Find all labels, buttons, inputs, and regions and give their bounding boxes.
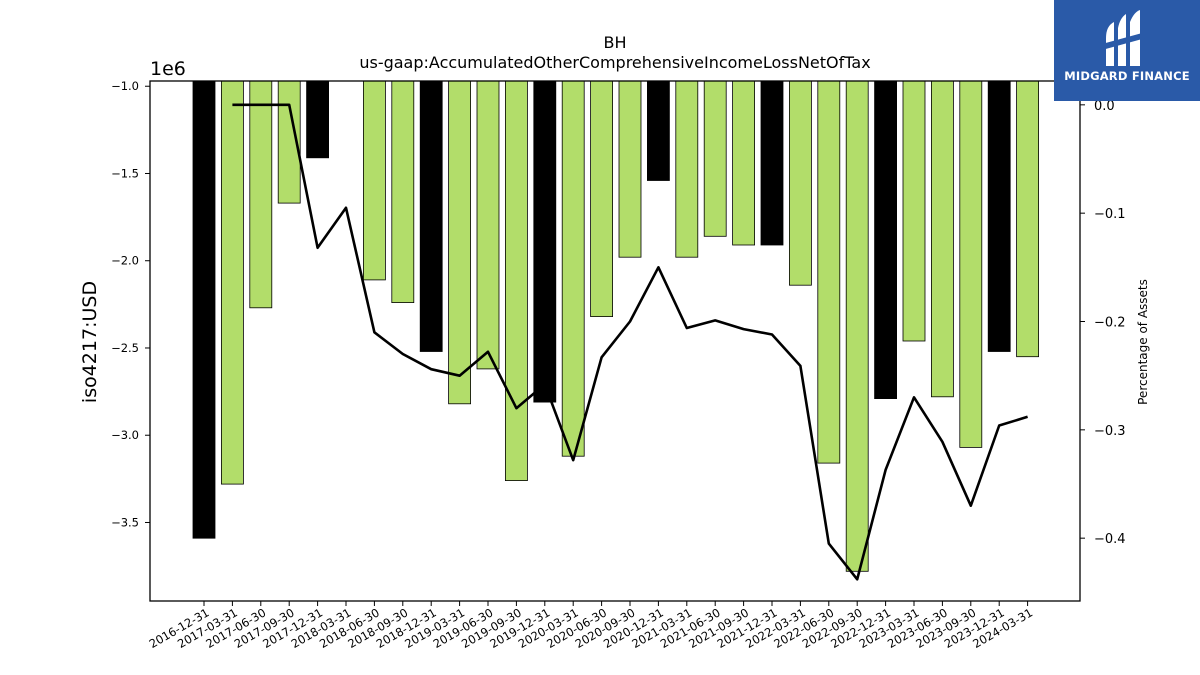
logo-text: MIDGARD FINANCE: [1064, 69, 1190, 83]
y-tick-label: −1.5: [111, 166, 139, 180]
bar-2019-03-31: [448, 80, 472, 405]
bar-2024-03-31: [1016, 80, 1039, 358]
bar-2020-03-31: [561, 80, 585, 457]
bar-2021-12-31: [760, 80, 784, 246]
bar-2018-12-31: [419, 80, 443, 352]
y-tick-label: −3.0: [111, 428, 139, 442]
chart-title: BH: [603, 33, 626, 52]
bar-2017-06-30: [249, 80, 273, 309]
chart-subtitle: us-gaap:AccumulatedOtherComprehensiveInc…: [359, 53, 870, 72]
bar-2021-03-31: [675, 80, 699, 258]
bar-2019-06-30: [476, 80, 500, 370]
y2-tick-label: 0.0: [1094, 99, 1115, 114]
y-axis-ticks: −1.0 −1.5 −2.0 −2.5 −3.0 −3.5: [111, 79, 150, 529]
bar-2023-09-30: [959, 80, 983, 448]
midgard-logo-icon: [1102, 10, 1146, 66]
percentage-line-series: [232, 103, 1028, 581]
y-axis-offset-label: 1e6: [150, 58, 186, 80]
bar-2021-06-30: [703, 80, 727, 237]
bar-2022-03-31: [789, 80, 812, 286]
bar-2023-06-30: [931, 80, 954, 398]
y-axis-label: iso4217:USD: [79, 281, 101, 403]
bar-2022-12-31: [874, 80, 897, 400]
y2-axis-label: Percentage of Assets: [1136, 279, 1150, 405]
bar-2020-12-31: [647, 80, 670, 181]
bar-2022-09-30: [845, 80, 869, 572]
bar-2022-06-30: [817, 80, 841, 464]
x-axis-ticks: 2016-12-312017-03-312017-06-302017-09-30…: [147, 601, 1035, 651]
bar-2018-09-30: [391, 80, 415, 304]
bar-2017-03-31: [220, 80, 244, 485]
bar-2020-09-30: [618, 80, 642, 258]
plot-frame: [149, 80, 1081, 602]
y-tick-label: −1.0: [111, 79, 139, 93]
bar-2020-06-30: [590, 80, 613, 318]
y-tick-label: −2.5: [111, 341, 139, 355]
bar-2019-09-30: [504, 80, 528, 482]
bar-2021-09-30: [732, 80, 755, 246]
bar-2017-12-31: [306, 80, 330, 159]
bar-2019-12-31: [533, 80, 557, 403]
bar-series: [192, 80, 1039, 572]
percentage-of-assets-line: [232, 103, 1028, 581]
y2-tick-label: −0.2: [1094, 316, 1126, 331]
y-tick-label: −3.5: [111, 515, 139, 529]
bar-2016-12-31: [192, 80, 216, 539]
midgard-finance-logo: MIDGARD FINANCE: [1054, 0, 1200, 101]
bar-2023-12-31: [987, 80, 1011, 352]
y2-tick-label: −0.4: [1094, 532, 1126, 547]
y2-tick-label: −0.1: [1094, 207, 1126, 222]
y-tick-label: −2.0: [111, 254, 139, 268]
y2-axis-ticks: 0.0 −0.1 −0.2 −0.3 −0.4: [1080, 99, 1126, 547]
bar-2018-06-30: [362, 80, 386, 281]
bar-2023-03-31: [902, 80, 926, 342]
y2-tick-label: −0.3: [1094, 424, 1126, 439]
